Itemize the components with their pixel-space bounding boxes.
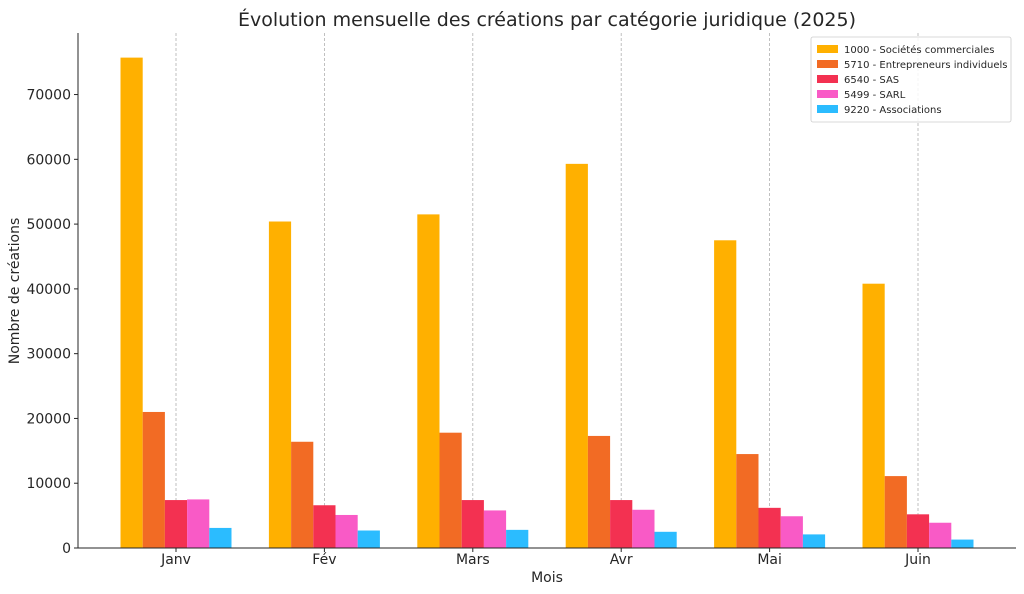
bar — [802, 534, 826, 548]
bar — [714, 240, 737, 548]
bar — [439, 432, 462, 548]
legend-entry: 6540 - SAS — [844, 75, 899, 86]
bar — [120, 57, 143, 548]
bar — [632, 509, 655, 548]
bar — [357, 530, 380, 548]
bar — [758, 507, 781, 548]
y-tick-label: 0 — [62, 541, 71, 557]
bar — [951, 539, 974, 548]
bar — [417, 214, 440, 548]
bar — [929, 522, 952, 548]
legend-swatch — [817, 105, 838, 113]
bar — [736, 454, 759, 548]
bar — [565, 163, 588, 548]
bar — [780, 516, 803, 548]
legend-box — [810, 36, 1012, 123]
bar — [142, 411, 165, 548]
axes — [74, 33, 1016, 552]
bar — [268, 221, 292, 548]
y-tick-label: 30000 — [26, 347, 71, 363]
x-tick-label: Juin — [904, 552, 931, 568]
legend-swatch — [817, 90, 838, 98]
bar — [164, 500, 188, 548]
tick-labels: 0 10000 20000 30000 40000 50000 60000 70000 Janv… — [26, 88, 930, 568]
bars — [120, 57, 974, 548]
y-tick-label: 70000 — [26, 88, 71, 104]
y-tick-label: 10000 — [26, 476, 71, 492]
bar — [610, 500, 633, 548]
legend: 1000 - Sociétés commerciales 5710 - Entre… — [810, 36, 1012, 123]
bar — [483, 510, 507, 548]
bar — [461, 500, 484, 548]
bar — [335, 514, 358, 548]
bar — [187, 499, 210, 548]
x-tick-label: Mars — [456, 552, 490, 568]
y-axis-title: Nombre de créations — [7, 218, 23, 364]
legend-entry: 1000 - Sociétés commerciales — [844, 44, 994, 56]
bar — [862, 283, 885, 548]
legend-swatch — [817, 75, 838, 83]
x-tick-label: Janv — [160, 552, 191, 568]
bar — [313, 505, 336, 548]
legend-entry: 5499 - SARL — [844, 90, 906, 101]
bar — [291, 441, 314, 548]
legend-entry: 9220 - Associations — [844, 105, 942, 116]
bar — [884, 476, 907, 548]
x-tick-label: Fév — [312, 552, 336, 568]
legend-swatch — [817, 60, 838, 68]
bar — [587, 435, 611, 548]
bar — [506, 529, 529, 548]
bar — [209, 527, 232, 548]
y-tick-label: 20000 — [26, 411, 71, 427]
x-tick-label: Mai — [757, 552, 782, 568]
y-tick-label: 50000 — [26, 217, 71, 233]
bar — [654, 531, 677, 548]
legend-entry: 5710 - Entrepreneurs individuels — [844, 60, 1008, 71]
x-axis-title: Mois — [531, 570, 563, 586]
chart-title: Évolution mensuelle des créations par ca… — [238, 8, 856, 31]
legend-swatch — [817, 45, 838, 53]
y-tick-label: 40000 — [26, 282, 71, 298]
bar — [906, 514, 930, 548]
y-tick-label: 60000 — [26, 152, 71, 168]
x-tick-label: Avr — [610, 552, 633, 568]
